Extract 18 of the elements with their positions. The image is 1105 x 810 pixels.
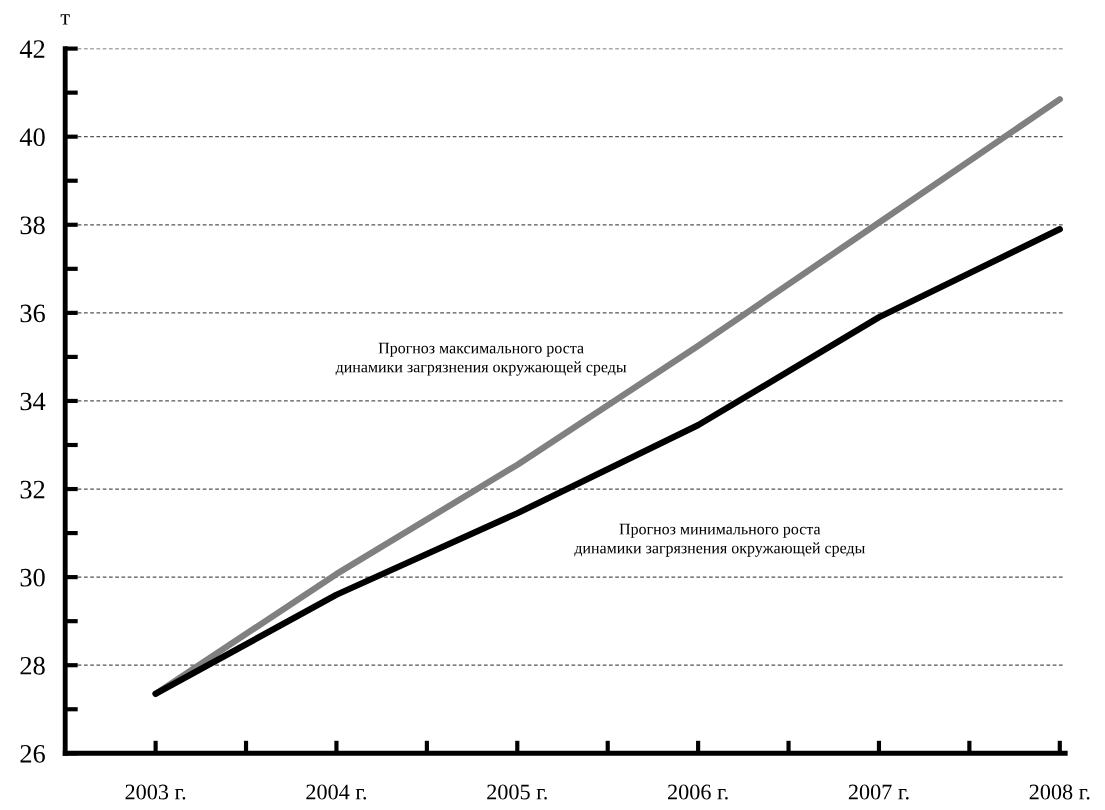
- y-tick-label: 26: [20, 744, 45, 763]
- y-tick-label: 30: [20, 568, 45, 587]
- x-tick-label: 2007 г.: [848, 784, 909, 800]
- series-label: Прогноз максимального роста динамики загрязнения окружающей среды: [335, 342, 627, 376]
- y-axis-title: т: [60, 14, 70, 25]
- x-tick-label: 2003 г.: [125, 784, 186, 800]
- y-tick-label: 42: [19, 40, 45, 58]
- x-tick-label: 2006 г.: [668, 784, 728, 800]
- y-tick-label: 40: [19, 128, 45, 147]
- y-tick-label: 36: [20, 304, 45, 323]
- x-tick-label: 2005 г.: [487, 784, 547, 800]
- y-tick-label: 28: [20, 656, 45, 675]
- x-tick-label: 2004 г.: [306, 784, 367, 800]
- x-tick-label: 2008 г.: [1029, 784, 1090, 800]
- text: Прогноз минимального роста динамики загрязнения окружающей среды: [574, 523, 865, 557]
- y-tick-label: 32: [20, 480, 45, 499]
- y-tick-label: 34: [20, 392, 46, 411]
- y-tick-label: 38: [20, 216, 45, 235]
